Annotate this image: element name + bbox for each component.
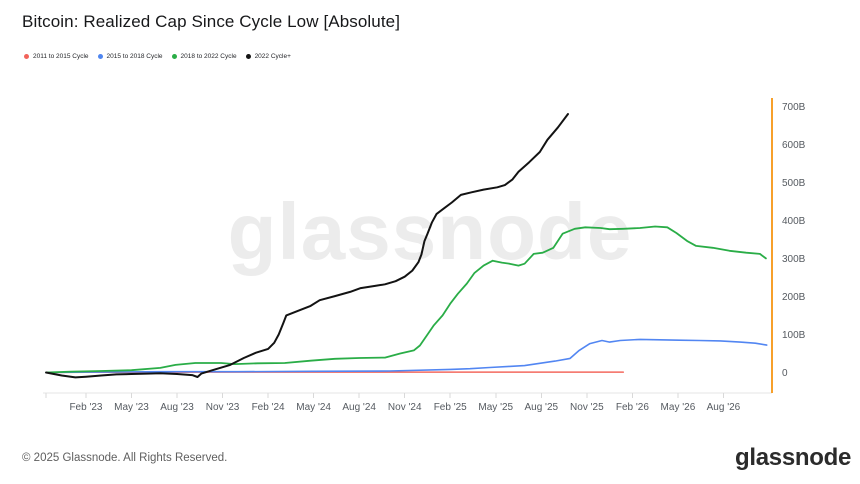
legend-item-1[interactable]: 2015 to 2018 Cycle <box>97 53 163 60</box>
legend-swatch-icon <box>171 54 177 59</box>
legend-item-3[interactable]: 2022 Cycle+ <box>245 53 291 60</box>
y-tick-label: 300B <box>782 254 806 265</box>
y-tick-label: 100B <box>782 330 806 341</box>
series-line-2018-to-2022-cycle <box>45 225 767 374</box>
y-tick-label: 700B <box>782 102 806 113</box>
x-tick-label: Nov '24 <box>388 402 422 413</box>
y-tick-label: 400B <box>782 216 806 227</box>
x-tick-label: Aug '25 <box>524 402 558 413</box>
legend-item-0[interactable]: 2011 to 2015 Cycle <box>24 53 89 60</box>
x-tick-label: Nov '23 <box>206 402 240 413</box>
series-line-2015-to-2018-cycle <box>45 338 768 374</box>
x-tick-label: May '23 <box>114 402 149 413</box>
x-tick-label: May '24 <box>296 402 331 413</box>
x-tick-label: Feb '24 <box>252 402 285 413</box>
series-line-2022-cycle- <box>45 113 569 379</box>
chart-canvas: Feb '23 May '23 Aug '23 Nov '23 Feb '24 May '… <box>43 98 806 413</box>
x-tick-label: Aug '24 <box>342 402 376 413</box>
glassnode-wordmark: glassnode <box>735 444 851 471</box>
legend-swatch-icon <box>97 54 103 59</box>
chart-title: Bitcoin: Realized Cap Since Cycle Low [A… <box>22 12 401 31</box>
legend-label: 2018 to 2022 Cycle <box>180 53 237 60</box>
y-tick-label: 600B <box>782 140 806 151</box>
legend-label: 2022 Cycle+ <box>254 53 291 60</box>
y-tick-label: 0 <box>782 368 788 379</box>
legend-swatch-icon <box>245 54 251 59</box>
glassnode-watermark: glassnode <box>227 187 633 276</box>
x-tick-label: Feb '25 <box>434 402 467 413</box>
y-tick-label: 200B <box>782 292 806 303</box>
x-tick-label: Feb '23 <box>69 402 102 413</box>
legend: 2011 to 2015 Cycle 2015 to 2018 Cycle 2018… <box>24 53 291 60</box>
footer-copyright: © 2025 Glassnode. All Rights Reserved. <box>22 452 228 464</box>
legend-label: 2015 to 2018 Cycle <box>106 53 163 60</box>
legend-item-2[interactable]: 2018 to 2022 Cycle <box>171 53 237 60</box>
x-tick-label: May '25 <box>478 402 513 413</box>
legend-swatch-icon <box>24 54 29 59</box>
legend-label: 2011 to 2015 Cycle <box>33 53 89 60</box>
x-tick-label: Aug '26 <box>707 402 741 413</box>
y-tick-label: 500B <box>782 178 806 189</box>
x-tick-label: Feb '26 <box>616 402 649 413</box>
x-tick-label: May '26 <box>661 402 696 413</box>
x-tick-label: Nov '25 <box>570 402 604 413</box>
x-tick-label: Aug '23 <box>160 402 194 413</box>
